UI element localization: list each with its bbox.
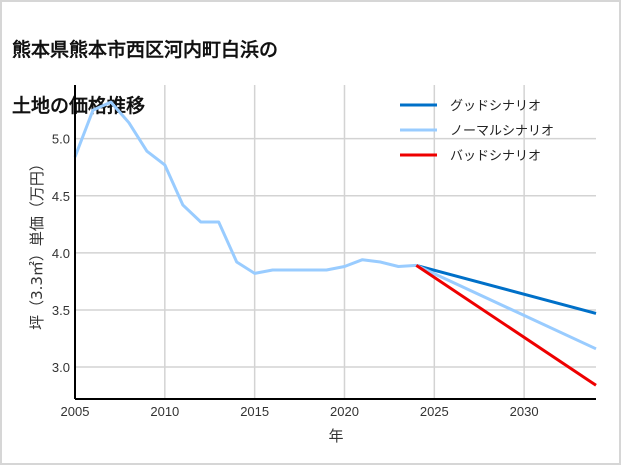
x-tick-label: 2005: [61, 404, 90, 419]
legend-label: グッドシナリオ: [450, 99, 541, 114]
x-tick-label: 2025: [420, 404, 449, 419]
y-tick-label: 3.5: [52, 303, 70, 318]
data-series: [73, 100, 597, 387]
axes: [74, 85, 596, 400]
x-axis-label: 年: [328, 427, 343, 445]
y-tick-label: 4.5: [52, 189, 70, 204]
series-line: [73, 100, 417, 275]
series-line: [415, 264, 597, 351]
series-line: [415, 263, 597, 315]
chart-title-line-2: 土地の価格推移: [12, 95, 146, 117]
x-tick-label: 2030: [510, 404, 539, 419]
y-tick-label: 3.0: [52, 360, 70, 375]
chart-title-line-1: 熊本県熊本市西区河内町白浜の: [12, 39, 279, 61]
tick-labels: 2005 2010 2015 2020 2025 2030 3.0 3.5 4.0 4.5 5.0: [52, 132, 539, 419]
chart-title: 熊本県熊本市西区河内町白浜の 土地の価格推移: [12, 8, 278, 148]
x-tick-label: 2010: [150, 404, 179, 419]
grid-lines: [75, 85, 596, 399]
legend-label: ノーマルシナリオ: [450, 124, 554, 139]
legend-label: バッドシナリオ: [450, 149, 541, 164]
x-tick-label: 2015: [240, 404, 269, 419]
y-tick-label: 5.0: [52, 132, 70, 147]
series-line: [415, 264, 597, 387]
y-axis-label: 坪（3.3㎡）単価（万円）: [28, 156, 46, 330]
x-tick-label: 2020: [330, 404, 359, 419]
y-tick-label: 4.0: [52, 246, 70, 261]
